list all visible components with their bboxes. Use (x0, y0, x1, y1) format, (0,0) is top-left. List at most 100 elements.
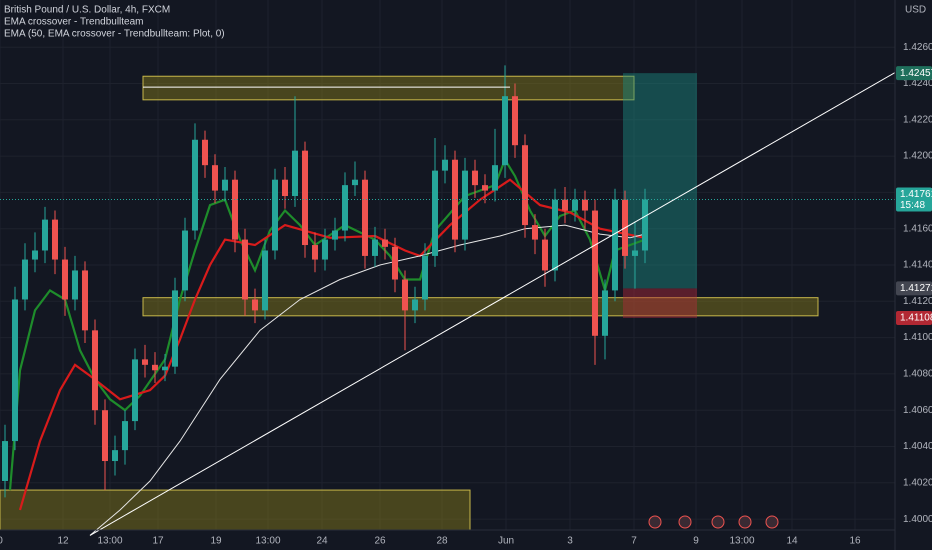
x-tick-label: 13:00 (97, 536, 122, 547)
candle-body (572, 199, 578, 211)
candle-body (182, 230, 188, 291)
y-tick-label: 1.40400 (903, 441, 932, 452)
trend-line (89, 72, 896, 536)
indicator-label: EMA crossover - Trendbullteam (4, 17, 144, 28)
candle-body (222, 179, 228, 191)
y-tick-label: 1.42400 (903, 78, 932, 89)
candle-body (152, 364, 158, 371)
currency-label: USD (905, 5, 926, 16)
event-icon (765, 515, 779, 529)
candle-body (432, 170, 438, 256)
candle-body (522, 145, 528, 226)
candle-body (42, 219, 48, 251)
price-axis (895, 0, 932, 550)
candle-body (442, 159, 448, 171)
event-icon (648, 515, 662, 529)
event-icon (678, 515, 692, 529)
candle-body (92, 330, 98, 411)
y-tick-label: 1.41000 (903, 332, 932, 343)
candle-body (392, 246, 398, 280)
candle-body (62, 259, 68, 300)
candle-body (52, 219, 58, 260)
candle-body (502, 96, 508, 166)
candle-body (382, 239, 388, 247)
target-label: 1.42457 (900, 68, 932, 79)
candle-body (512, 96, 518, 146)
candle-body (132, 359, 138, 422)
x-tick-label: 17 (152, 536, 164, 547)
candle-body (162, 366, 168, 371)
candle-body (372, 239, 378, 256)
y-tick-label: 1.41600 (903, 223, 932, 234)
profit-zone (623, 73, 697, 289)
candle-body (142, 359, 148, 365)
candle-body (582, 199, 588, 211)
event-icon (711, 515, 725, 529)
candle-body (462, 170, 468, 240)
candle-body (422, 255, 428, 300)
candle-body (272, 179, 278, 251)
countdown: 15:48 (900, 200, 925, 211)
candle-body (602, 290, 608, 336)
candle-body (2, 441, 8, 481)
zone (142, 297, 819, 317)
x-tick-label: 13:00 (729, 536, 754, 547)
candle-body (202, 139, 208, 166)
candle-body (332, 230, 338, 240)
candle-body (482, 185, 488, 191)
y-tick-label: 1.40200 (903, 477, 932, 488)
candle-body (82, 270, 88, 331)
candle-body (492, 165, 498, 191)
x-tick-label: 12 (57, 536, 69, 547)
candle-body (12, 299, 18, 442)
last-price-badge (896, 187, 932, 212)
x-tick-label: 7 (631, 536, 637, 547)
candle-body (122, 421, 128, 451)
candle-body (72, 270, 78, 300)
candle-body (112, 450, 118, 462)
y-tick-label: 1.41200 (903, 296, 932, 307)
y-tick-label: 1.42200 (903, 114, 932, 125)
stop-badge (896, 311, 932, 325)
x-tick-label: 28 (436, 536, 448, 547)
x-tick-label: 0 (0, 536, 3, 547)
candle-body (212, 165, 218, 191)
candle-body (102, 410, 108, 462)
stop-label: 1.41108 (900, 313, 932, 324)
y-tick-label: 1.42600 (903, 42, 932, 53)
candle-body (562, 199, 568, 211)
y-tick-label: 1.40600 (903, 405, 932, 416)
candle-body (192, 139, 198, 231)
chart-title: British Pound / U.S. Dollar, 4h, FXCM (4, 5, 170, 16)
y-tick-label: 1.41400 (903, 260, 932, 271)
candle-body (362, 179, 368, 256)
y-tick-label: 1.40800 (903, 369, 932, 380)
candle-body (292, 150, 298, 197)
x-tick-label: Jun (498, 536, 514, 547)
candle-body (542, 239, 548, 271)
candle-body (232, 179, 238, 240)
x-tick-label: 24 (316, 536, 328, 547)
y-tick-label: 1.40000 (903, 514, 932, 525)
x-tick-label: 19 (210, 536, 222, 547)
ema-line (89, 224, 646, 536)
candle-body (32, 250, 38, 260)
candle-body (472, 170, 478, 186)
candle-body (262, 250, 268, 311)
candle-body (22, 259, 28, 300)
candle-body (592, 210, 598, 336)
candle-body (452, 159, 458, 240)
candle-body (532, 225, 538, 240)
entry-badge (896, 281, 932, 296)
candle-body (632, 250, 638, 256)
candle-body (172, 290, 178, 367)
candle-body (552, 199, 558, 271)
y-tick-label: 1.42000 (903, 151, 932, 162)
candle-body (322, 239, 328, 260)
x-tick-label: 16 (849, 536, 861, 547)
zone (0, 489, 471, 531)
